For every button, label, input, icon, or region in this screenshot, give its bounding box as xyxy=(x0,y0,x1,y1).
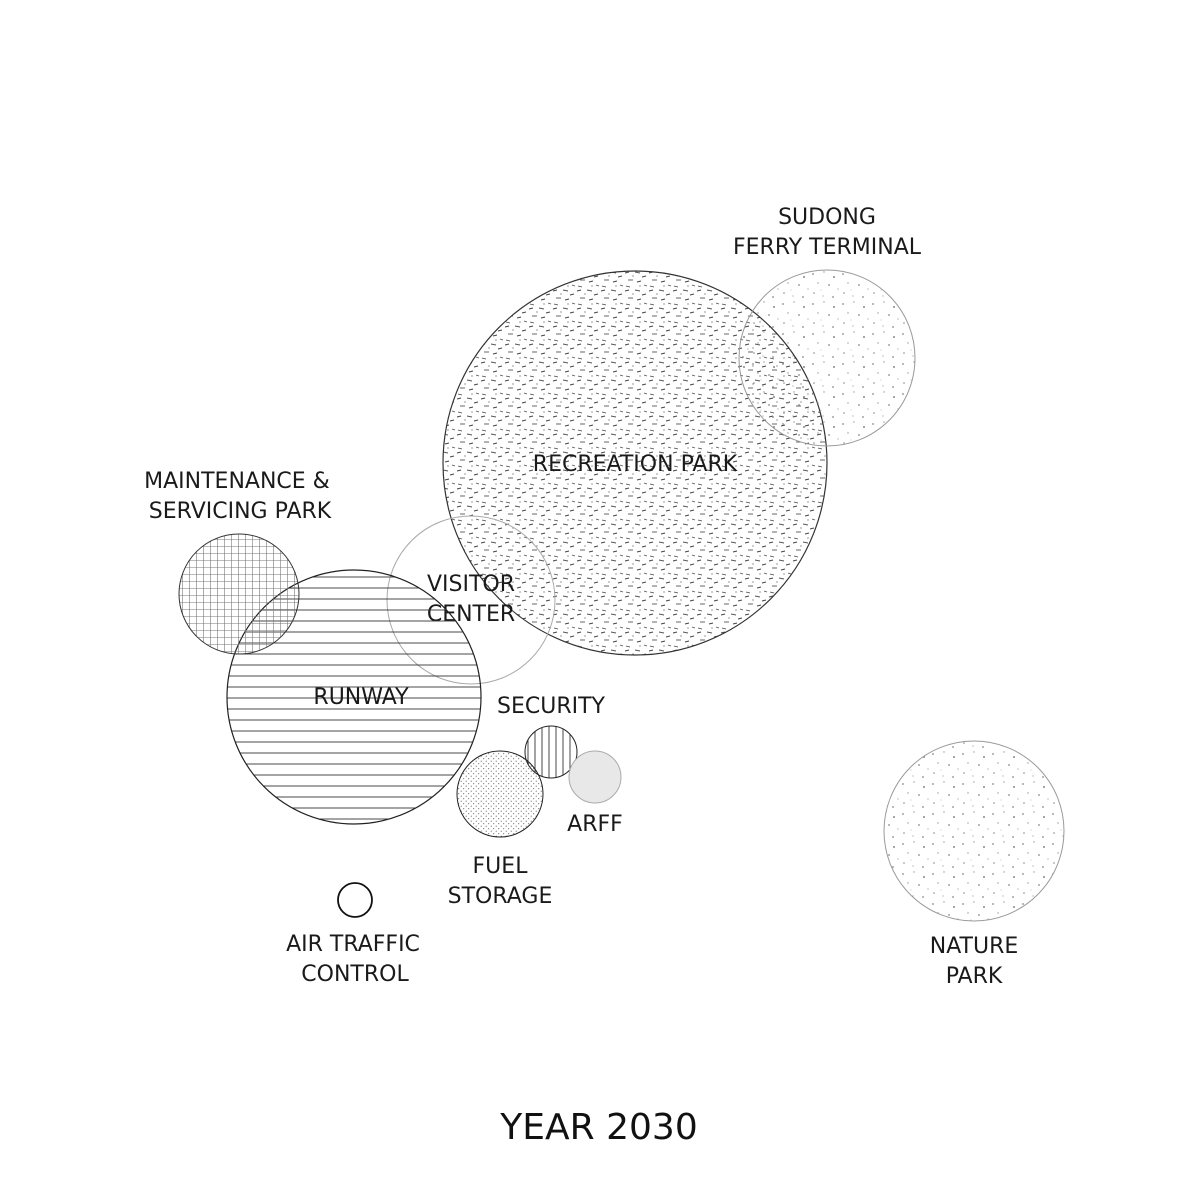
fuel-storage-label-line1: FUEL xyxy=(473,854,529,879)
air-traffic-control-circle xyxy=(337,882,373,918)
fuel-storage-node: FUEL STORAGE xyxy=(448,750,553,909)
recreation-park-circle xyxy=(442,270,828,656)
runway-label: RUNWAY xyxy=(313,685,409,710)
fuel-storage-circle xyxy=(456,750,544,838)
sudong-ferry-terminal-label-line1: SUDONG xyxy=(778,205,876,230)
air-traffic-control-label-line1: AIR TRAFFIC xyxy=(286,932,420,957)
diagram-title: YEAR 2030 xyxy=(499,1107,697,1148)
nature-park-node: NATURE PARK xyxy=(883,740,1065,989)
maintenance-servicing-park-node: MAINTENANCE & SERVICING PARK xyxy=(144,469,332,655)
sudong-ferry-terminal-circle xyxy=(738,269,916,447)
recreation-park-label: RECREATION PARK xyxy=(533,452,738,477)
arff-label: ARFF xyxy=(567,812,623,837)
fuel-storage-label-line2: STORAGE xyxy=(448,884,553,909)
air-traffic-control-node: AIR TRAFFIC CONTROL xyxy=(286,882,420,987)
sudong-ferry-terminal-node: SUDONG FERRY TERMINAL xyxy=(733,205,922,447)
nature-park-circle xyxy=(883,740,1065,922)
runway-node: RUNWAY xyxy=(226,569,482,825)
nature-park-label-line1: NATURE xyxy=(930,934,1019,959)
security-node: SECURITY xyxy=(497,694,606,779)
nature-park-label-line2: PARK xyxy=(946,964,1003,989)
arff-circle xyxy=(568,750,622,804)
recreation-park-node: RECREATION PARK xyxy=(442,270,828,656)
security-label: SECURITY xyxy=(497,694,606,719)
runway-circle xyxy=(226,569,482,825)
arff-node: ARFF xyxy=(567,750,623,837)
sudong-ferry-terminal-label-line2: FERRY TERMINAL xyxy=(733,235,922,260)
maintenance-servicing-park-circle xyxy=(178,533,300,655)
maintenance-servicing-park-label-line2: SERVICING PARK xyxy=(149,499,332,524)
maintenance-servicing-park-label-line1: MAINTENANCE & xyxy=(144,469,330,494)
security-circle xyxy=(524,725,578,779)
visitor-center-label-line1: VISITOR xyxy=(427,572,515,597)
air-traffic-control-label-line2: CONTROL xyxy=(301,962,409,987)
